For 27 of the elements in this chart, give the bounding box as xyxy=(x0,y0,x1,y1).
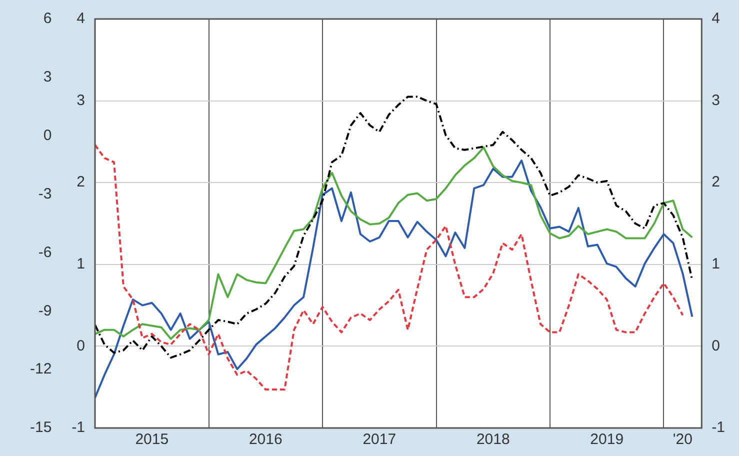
y-tick-label: 3 xyxy=(712,92,720,109)
y2-tick-label: 3 xyxy=(43,68,52,86)
line-series xyxy=(95,96,694,359)
y3-tick-label: 0 xyxy=(76,337,86,354)
y2-tick-label: -9 xyxy=(38,302,52,320)
y-tick-label: 2 xyxy=(712,174,720,191)
y3-tick-label: 2 xyxy=(76,174,86,191)
y2-tick-label: 0 xyxy=(43,127,52,144)
y2-tick-label: -12 xyxy=(30,360,52,378)
x-tick-label: 2019 xyxy=(590,431,624,448)
y2-tick-label: -6 xyxy=(38,244,52,261)
x-tick-label: 2018 xyxy=(476,431,510,448)
y3-tick-label: 4 xyxy=(76,10,86,28)
y3-tick-label: -1 xyxy=(72,419,86,436)
y3-tick-label: 3 xyxy=(76,92,86,109)
x-tick-label: 2015 xyxy=(135,431,169,448)
y3-tick-label: 1 xyxy=(76,256,86,273)
y2-tick-label: -15 xyxy=(30,419,52,436)
y2-tick-label: -3 xyxy=(38,185,52,202)
y2-tick-label: 6 xyxy=(43,10,52,28)
x-tick-label: 2016 xyxy=(248,431,282,448)
y-tick-label: 0 xyxy=(712,337,720,354)
x-tick-label: '20 xyxy=(672,431,692,448)
y-tick-label: -1 xyxy=(712,419,726,436)
y-tick-label: 1 xyxy=(712,256,720,273)
y-tick-label: 4 xyxy=(712,10,720,28)
x-tick-label: 2017 xyxy=(362,431,396,448)
